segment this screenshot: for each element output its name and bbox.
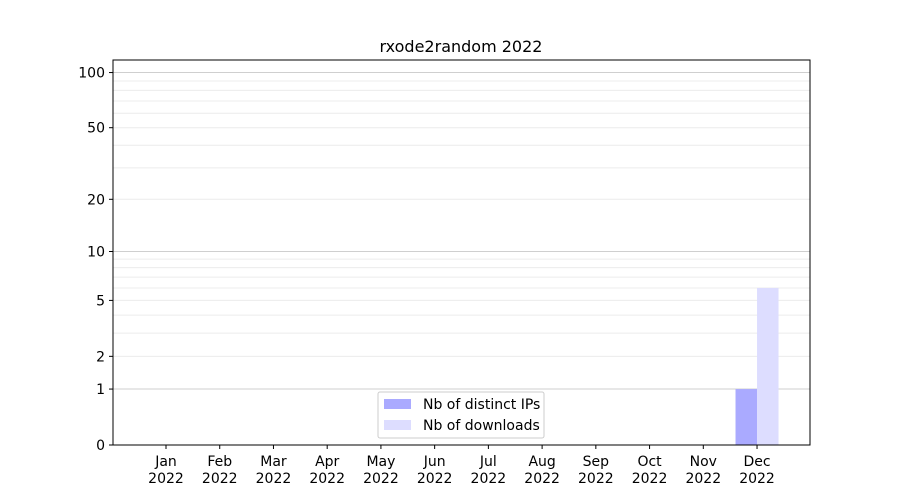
y-axis: 0 1 2 5 10 20 50 100 (78, 66, 113, 454)
chart-title: rxode2random 2022 (380, 37, 543, 56)
legend-swatch-ips (384, 399, 411, 409)
grid (113, 72, 810, 390)
x-tick-label: May 2022 (363, 454, 399, 487)
bar-distinct-ips (735, 389, 758, 445)
x-tick-label: Nov 2022 (685, 454, 721, 487)
y-tick-label: 50 (87, 121, 105, 137)
x-tick-label: Jan 2022 (148, 454, 184, 487)
legend-box (377, 391, 545, 439)
y-tick-label: 1 (96, 382, 105, 398)
y-tick-label: 2 (96, 349, 105, 365)
y-tick-label: 100 (78, 66, 105, 82)
x-tick-label: Aug 2022 (524, 454, 560, 487)
bar-downloads (757, 287, 779, 445)
y-tick-label: 5 (96, 293, 105, 309)
x-tick-label: Sep 2022 (578, 454, 614, 487)
axes-frame (112, 59, 811, 446)
legend-label-downloads: Nb of downloads (423, 418, 540, 434)
x-tick-label: Feb 2022 (202, 454, 238, 487)
y-tick-label: 20 (87, 192, 105, 208)
legend: Nb of distinct IPs Nb of downloads (377, 391, 545, 439)
x-tick-label: Jul 2022 (471, 454, 507, 487)
y-tick-label: 0 (96, 438, 105, 454)
legend-label-ips: Nb of distinct IPs (423, 397, 540, 413)
x-tick-label: Dec 2022 (739, 454, 775, 487)
y-tick-label: 10 (87, 244, 105, 260)
x-tick-label: Oct 2022 (632, 454, 668, 487)
bars (735, 287, 779, 445)
legend-swatch-downloads (384, 420, 411, 430)
x-tick-label: Jun 2022 (417, 454, 453, 487)
x-tick-label: Mar 2022 (256, 454, 292, 487)
x-axis: Jan 2022 Feb 2022 Mar 2022 Apr 2022 May 2022 Jun 20… (148, 445, 775, 487)
x-tick-label: Apr 2022 (309, 454, 345, 487)
